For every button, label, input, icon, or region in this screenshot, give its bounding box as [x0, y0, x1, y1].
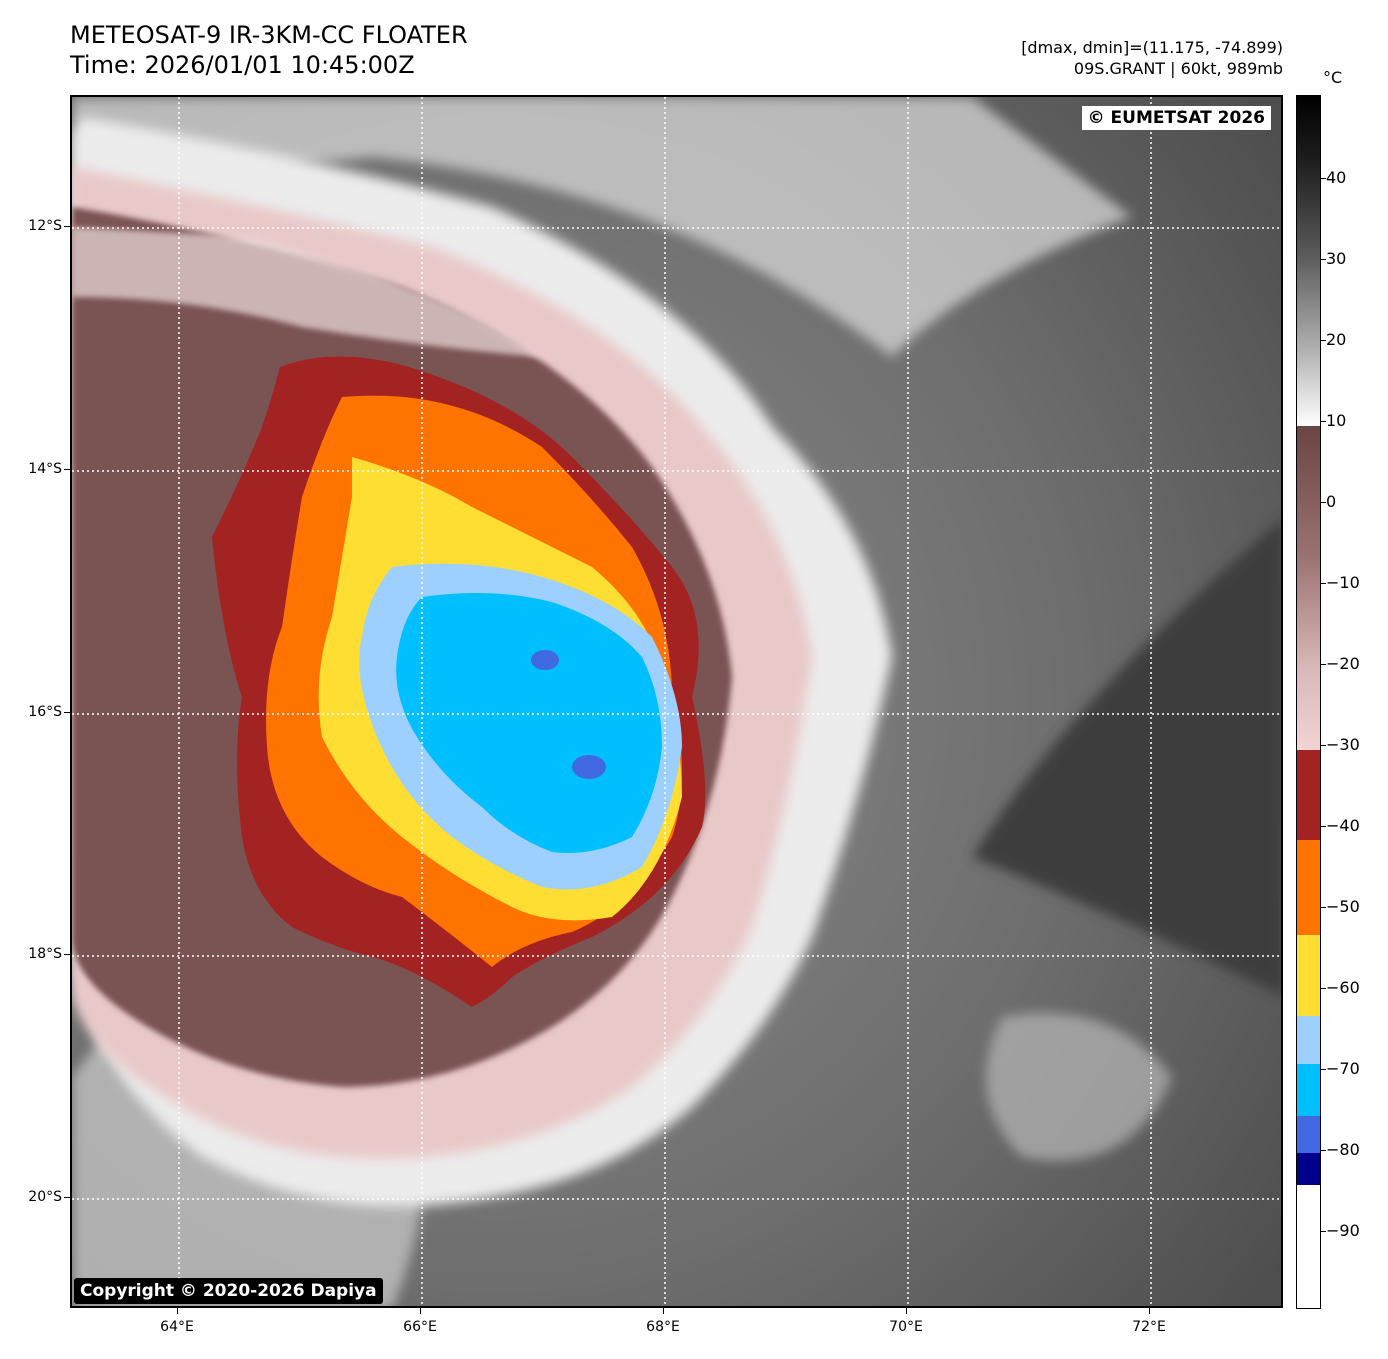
eumetsat-credit: © EUMETSAT 2026	[1081, 106, 1271, 130]
colorbar-tick	[1321, 340, 1326, 341]
upper-cloud-band	[72, 97, 1132, 357]
lon-label: 66°E	[403, 1319, 437, 1335]
product-title: METEOSAT-9 IR-3KM-CC FLOATER	[70, 21, 468, 49]
colorbar-label: 0	[1326, 492, 1337, 511]
storm-info: 09S.GRANT | 60kt, 989mb	[1073, 59, 1283, 78]
graticule	[72, 97, 1281, 1306]
lon-tick	[420, 1308, 421, 1314]
cold-top-cyan	[396, 593, 662, 853]
lat-tick	[64, 226, 70, 227]
colorbar-navy	[1297, 1153, 1320, 1185]
lon-tick	[177, 1308, 178, 1314]
time-label: Time: 2026/01/01 10:45:00Z	[70, 51, 415, 79]
lon-label: 70°E	[889, 1319, 923, 1335]
colorbar-blue	[1297, 1116, 1320, 1153]
colorbar-label: −20	[1326, 654, 1360, 673]
lon-label: 72°E	[1132, 1319, 1166, 1335]
colorbar-tick	[1321, 907, 1326, 908]
dry-slot	[972, 520, 1281, 996]
dapiya-credit: Copyright © 2020-2026 Dapiya	[74, 1278, 383, 1304]
colorbar-tick	[1321, 1069, 1326, 1070]
lat-label: 12°S	[28, 218, 62, 234]
colorbar-tick	[1321, 664, 1326, 665]
colorbar-tick	[1321, 1231, 1326, 1232]
colorbar-label: −70	[1326, 1059, 1360, 1078]
colorbar-tick	[1321, 583, 1326, 584]
colorbar-orange	[1297, 840, 1320, 935]
dmax-dmin-label: [dmax, dmin]=(11.175, -74.899)	[1021, 38, 1283, 57]
lon-label: 68°E	[646, 1319, 680, 1335]
colorbar-label: −90	[1326, 1221, 1360, 1240]
colorbar-tick	[1321, 988, 1326, 989]
colorbar-dark-red	[1297, 750, 1320, 840]
lat-tick	[64, 712, 70, 713]
lat-tick	[64, 469, 70, 470]
lat-label: 20°S	[28, 1189, 62, 1205]
coldest-cell-north	[531, 650, 559, 670]
colorbar-label: −60	[1326, 978, 1360, 997]
colorbar-light-blue	[1297, 1016, 1320, 1064]
colorbar-label: −40	[1326, 816, 1360, 835]
colorbar-tick	[1321, 826, 1326, 827]
colorbar-cyan	[1297, 1064, 1320, 1116]
lat-label: 14°S	[28, 461, 62, 477]
colorbar-tick	[1321, 745, 1326, 746]
lat-label: 18°S	[28, 946, 62, 962]
colorbar-label: −50	[1326, 897, 1360, 916]
colorbar-label: −10	[1326, 573, 1360, 592]
lon-tick	[906, 1308, 907, 1314]
coldest-cell-south	[572, 755, 606, 779]
satellite-image-map: © EUMETSAT 2026 Copyright © 2020-2026 Da…	[70, 95, 1283, 1308]
lon-tick	[663, 1308, 664, 1314]
colorbar-white	[1297, 1185, 1320, 1308]
temperature-colorbar	[1296, 95, 1321, 1309]
colorbar-label: −80	[1326, 1140, 1360, 1159]
colorbar-tick	[1321, 502, 1326, 503]
colorbar-gray-segment	[1297, 96, 1320, 426]
lon-label: 64°E	[160, 1319, 194, 1335]
lat-label: 16°S	[28, 704, 62, 720]
colorbar-label: 10	[1326, 411, 1347, 430]
lat-tick	[64, 1197, 70, 1198]
colorbar-pink-segment	[1297, 426, 1320, 750]
ir-imagery	[72, 97, 1281, 1306]
colorbar-label: 30	[1326, 249, 1347, 268]
east-clouds	[986, 1013, 1172, 1161]
colorbar-tick	[1321, 178, 1326, 179]
colorbar-label: 40	[1326, 168, 1347, 187]
colorbar-label: 20	[1326, 330, 1347, 349]
colorbar-yellow	[1297, 935, 1320, 1016]
cirrus-streaks	[72, 227, 542, 357]
colorbar-tick	[1321, 1150, 1326, 1151]
colorbar-unit: °C	[1323, 68, 1343, 87]
colorbar-tick	[1321, 421, 1326, 422]
colorbar-label: −30	[1326, 735, 1360, 754]
lon-tick	[1149, 1308, 1150, 1314]
lat-tick	[64, 954, 70, 955]
colorbar-tick	[1321, 259, 1326, 260]
